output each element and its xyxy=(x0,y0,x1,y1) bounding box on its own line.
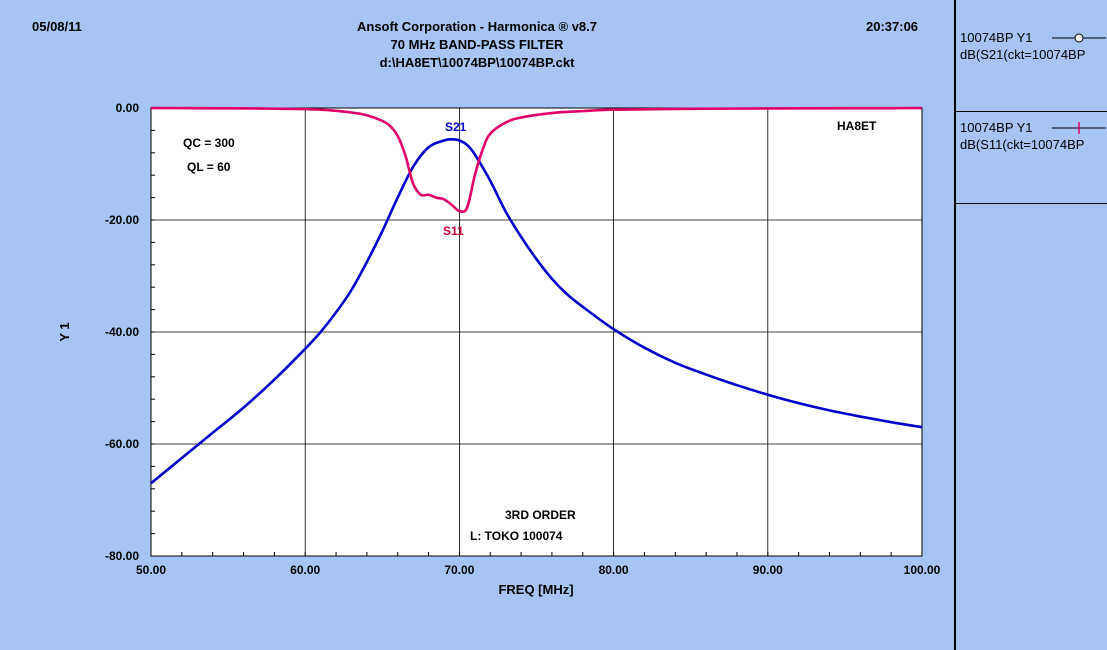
legend-panel: 10074BP Y1 dB(S21(ckt=10074BP 10074BP Y1… xyxy=(954,0,1107,650)
x-tick-label: 60.00 xyxy=(290,563,320,577)
legend-item-s21-name: 10074BP Y1 xyxy=(960,30,1033,45)
y-tick-label: -40.00 xyxy=(105,325,139,339)
y-tick-label: 0.00 xyxy=(116,101,140,115)
y-tick-label: -20.00 xyxy=(105,213,139,227)
x-tick-label: 90.00 xyxy=(753,563,783,577)
legend-s11-marker xyxy=(1052,122,1106,134)
qc-annotation: QC = 300 xyxy=(183,136,235,150)
x-tick-label: 70.00 xyxy=(444,563,474,577)
legend-item-s11[interactable]: 10074BP Y1 dB(S11(ckt=10074BP xyxy=(956,114,1107,204)
chart-title: Ansoft Corporation - Harmonica ® v8.7 xyxy=(357,19,597,34)
legend-item-s11-expr: dB(S11(ckt=10074BP xyxy=(960,137,1085,152)
date-label: 05/08/11 xyxy=(32,19,82,34)
circuit-path: d:\HA8ET\10074BP\10074BP.ckt xyxy=(379,55,575,70)
series-line-s11 xyxy=(150,106,923,214)
ql-annotation: QL = 60 xyxy=(187,160,231,174)
time-label: 20:37:06 xyxy=(866,19,919,34)
y-axis-label: Y 1 xyxy=(57,322,72,341)
author-annotation: HA8ET xyxy=(837,119,877,133)
legend-s21-marker xyxy=(1052,33,1106,43)
s11-annotation: S11 xyxy=(443,224,464,238)
y-tick-label: -80.00 xyxy=(105,549,139,563)
x-tick-label: 80.00 xyxy=(599,563,629,577)
order-annotation: 3RD ORDER xyxy=(505,508,576,522)
y-tick-label: -60.00 xyxy=(105,437,139,451)
plot-area: 50.00 60.00 70.00 80.00 90.00 100.00 0.00 -20.0… xyxy=(57,101,941,597)
series-line-s21 xyxy=(150,138,923,485)
inductor-annotation: L: TOKO 100074 xyxy=(470,529,563,543)
x-tick-label: 50.00 xyxy=(136,563,166,577)
legend-item-s21-expr: dB(S21(ckt=10074BP xyxy=(960,47,1086,62)
legend-item-s21[interactable]: 10074BP Y1 dB(S21(ckt=10074BP xyxy=(956,24,1107,112)
x-axis-label: FREQ [MHz] xyxy=(498,582,573,597)
chart-subtitle: 70 MHz BAND-PASS FILTER xyxy=(390,37,564,52)
s21-annotation: S21 xyxy=(445,120,467,134)
x-tick-label: 100.00 xyxy=(904,563,941,577)
legend-item-s11-name: 10074BP Y1 xyxy=(960,120,1033,135)
